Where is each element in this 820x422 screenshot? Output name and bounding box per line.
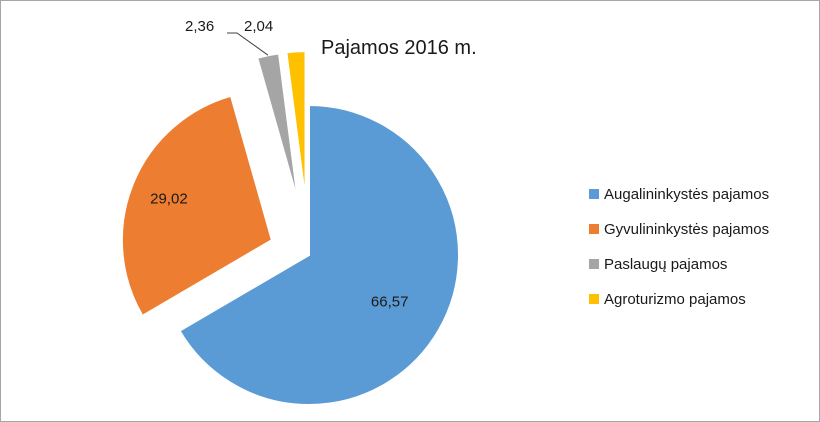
data-label-2: 29,02 [150, 191, 188, 208]
legend-swatch-4 [589, 294, 599, 304]
legend-swatch-1 [589, 189, 599, 199]
legend: Augalininkystės pajamos Gyvulininkystės p… [589, 186, 769, 308]
data-label-3: 2,36 [185, 18, 214, 35]
pie-slice-4 [285, 50, 307, 202]
pie-slice-1 [178, 103, 460, 406]
chart-title: Pajamos 2016 m. [321, 37, 477, 59]
legend-swatch-2 [589, 224, 599, 234]
legend-label-4: Agroturizmo pajamos [604, 291, 746, 308]
pie-slice-2 [120, 94, 274, 318]
legend-swatch-3 [589, 259, 599, 269]
legend-label-2: Gyvulininkystės pajamos [604, 221, 769, 238]
data-label-4: 2,04 [244, 18, 273, 35]
leader-line [227, 32, 269, 56]
data-labels: 66,57 29,02 2,36 2,04 [150, 18, 408, 310]
legend-label-3: Paslaugų pajamos [604, 256, 727, 273]
pie-slices [120, 50, 460, 406]
data-label-1: 66,57 [371, 293, 409, 310]
legend-label-1: Augalininkystės pajamos [604, 186, 769, 203]
